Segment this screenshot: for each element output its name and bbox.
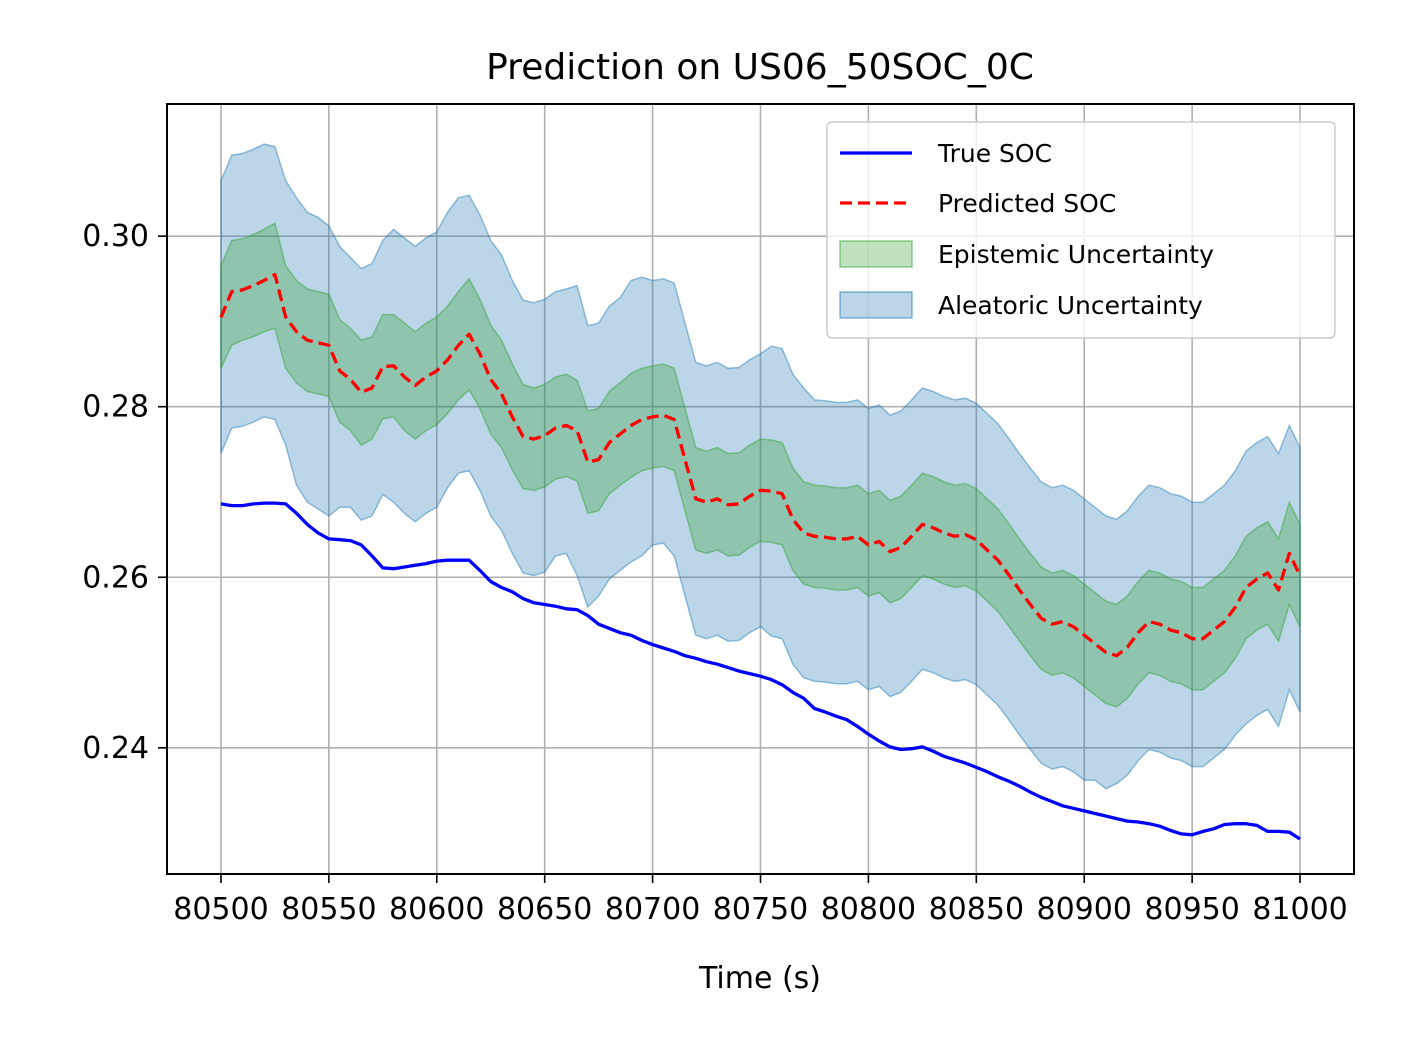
epistemic-uncertainty-legend-swatch xyxy=(839,240,913,268)
x-tick-label: 80600 xyxy=(389,892,484,927)
y-tick-label: 0.26 xyxy=(82,560,149,595)
x-tick-label: 80850 xyxy=(929,892,1024,927)
x-tick-label: 80700 xyxy=(605,892,700,927)
x-tick-label: 81000 xyxy=(1252,892,1347,927)
epistemic-uncertainty-band xyxy=(220,222,1301,708)
true-soc-line xyxy=(220,501,1301,841)
legend-label: Epistemic Uncertainty xyxy=(938,240,1214,269)
chart-title: Prediction on US06_50SOC_0C xyxy=(486,47,1034,88)
x-axis-title: Time (s) xyxy=(698,961,821,996)
legend-label: True SOC xyxy=(937,139,1052,168)
axis-ticks: 80500 80550 80600 80650 80700 80750 80800 80850… xyxy=(82,219,1348,927)
aleatoric-uncertainty-band xyxy=(220,143,1301,790)
legend: True SOC Predicted SOC Epistemic Uncertain… xyxy=(826,121,1336,339)
x-tick-label: 80800 xyxy=(821,892,916,927)
aleatoric-uncertainty-legend-swatch xyxy=(839,291,913,319)
y-tick-label: 0.30 xyxy=(82,219,149,254)
x-tick-label: 80550 xyxy=(281,892,376,927)
x-tick-label: 80950 xyxy=(1144,892,1239,927)
x-tick-label: 80900 xyxy=(1037,892,1132,927)
uncertainty-bands xyxy=(220,143,1301,790)
x-tick-label: 80500 xyxy=(173,892,268,927)
predicted-soc-line xyxy=(219,272,1302,658)
y-tick-label: 0.28 xyxy=(82,390,149,425)
legend-box xyxy=(826,121,1336,339)
x-tick-label: 80650 xyxy=(497,892,592,927)
legend-label: Predicted SOC xyxy=(938,189,1116,218)
series-lines xyxy=(219,272,1302,841)
x-tick-label: 80750 xyxy=(713,892,808,927)
legend-label: Aleatoric Uncertainty xyxy=(938,291,1203,320)
y-tick-label: 0.24 xyxy=(82,731,149,766)
